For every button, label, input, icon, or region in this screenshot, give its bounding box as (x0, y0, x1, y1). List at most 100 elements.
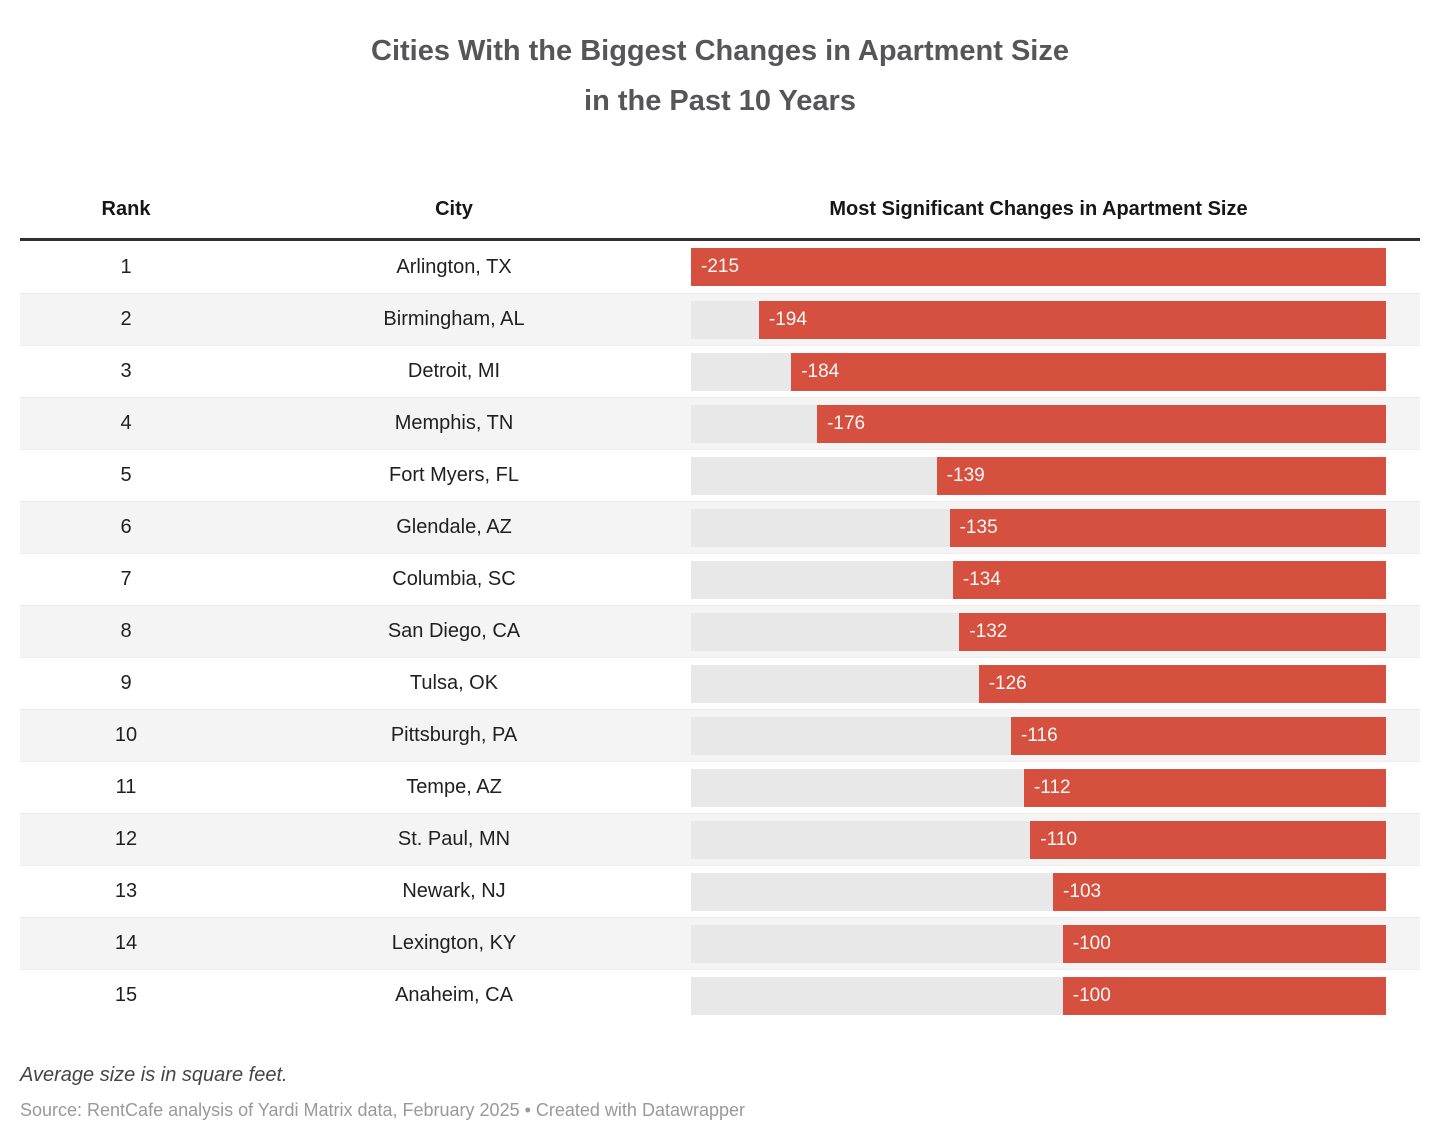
bar: -126 (978, 664, 1386, 703)
rank-cell: 11 (115, 776, 137, 798)
bar-cell: -100 (676, 924, 1420, 963)
table-row: 10 Pittsburgh, PA -116 (20, 709, 1420, 761)
bar-cell: -100 (676, 976, 1420, 1015)
column-header-city: City (435, 198, 473, 220)
bar-track: -112 (691, 768, 1386, 807)
rank-cell: 7 (120, 568, 132, 590)
bar-cell: -116 (676, 716, 1420, 755)
table-body: 1 Arlington, TX -215 2 Birmingham, AL -1… (20, 241, 1420, 1021)
bar: -110 (1030, 820, 1386, 859)
bar-value-label: -134 (962, 568, 1001, 590)
table-row: 11 Tempe, AZ -112 (20, 761, 1420, 813)
bar-cell: -126 (676, 664, 1420, 703)
table-row: 6 Glendale, AZ -135 (20, 501, 1420, 553)
city-cell: Pittsburgh, PA (390, 724, 518, 746)
city-cell: Birmingham, AL (383, 308, 525, 330)
bar: -103 (1053, 872, 1386, 911)
table-row: 15 Anaheim, CA -100 (20, 969, 1420, 1021)
bar: -194 (758, 300, 1386, 339)
bar-track: -194 (691, 300, 1386, 339)
city-cell: Columbia, SC (392, 568, 516, 590)
city-cell: St. Paul, MN (397, 828, 511, 850)
ranking-table: Rank City Most Significant Changes in Ap… (20, 181, 1420, 1021)
bar-cell: -184 (676, 352, 1420, 391)
table-row: 2 Birmingham, AL -194 (20, 293, 1420, 345)
bar-cell: -194 (676, 300, 1420, 339)
bar: -184 (791, 352, 1386, 391)
rank-cell: 4 (120, 412, 132, 434)
city-cell: Detroit, MI (407, 360, 501, 382)
city-cell: Arlington, TX (396, 255, 512, 278)
bar-track: -139 (691, 456, 1386, 495)
bar: -134 (952, 560, 1386, 599)
bar-cell: -135 (676, 508, 1420, 547)
column-header-bar: Most Significant Changes in Apartment Si… (829, 198, 1248, 220)
table-row: 14 Lexington, KY -100 (20, 917, 1420, 969)
table-header-row: Rank City Most Significant Changes in Ap… (20, 181, 1420, 241)
column-header-rank: Rank (101, 198, 151, 220)
bar-track: -132 (691, 612, 1386, 651)
table-row: 1 Arlington, TX -215 (20, 241, 1420, 293)
bar-cell: -134 (676, 560, 1420, 599)
bar-track: -184 (691, 352, 1386, 391)
table-row: 4 Memphis, TN -176 (20, 397, 1420, 449)
rank-cell: 8 (120, 620, 132, 642)
city-cell: Memphis, TN (394, 412, 514, 434)
bar-cell: -139 (676, 456, 1420, 495)
bar-cell: -112 (676, 768, 1420, 807)
bar-track: -110 (691, 820, 1386, 859)
city-cell: Tempe, AZ (406, 776, 502, 798)
bar-value-label: -215 (701, 256, 740, 277)
source-line: Source: RentCafe analysis of Yardi Matri… (20, 1100, 745, 1120)
bar-cell: -132 (676, 612, 1420, 651)
bar-track: -134 (691, 560, 1386, 599)
rank-cell: 12 (114, 828, 138, 850)
bar-track: -126 (691, 664, 1386, 703)
bar: -135 (949, 508, 1386, 547)
bar-value-label: -132 (969, 620, 1008, 642)
chart-footnote: Average size is in square feet. (20, 1064, 288, 1086)
bar-value-label: -110 (1040, 828, 1078, 850)
bar-cell: -215 (676, 248, 1420, 286)
page-title-line1: Cities With the Biggest Changes in Apart… (371, 35, 1069, 67)
bar-value-label: -126 (988, 672, 1027, 694)
city-cell: San Diego, CA (387, 620, 521, 642)
bar-value-label: -112 (1033, 776, 1071, 798)
page-title-line2: in the Past 10 Years (584, 85, 856, 117)
bar-cell: -103 (676, 872, 1420, 911)
rank-cell: 1 (120, 255, 132, 278)
rank-cell: 13 (114, 880, 138, 902)
rank-cell: 2 (120, 308, 132, 330)
bar: -139 (936, 456, 1386, 495)
bar: -176 (817, 404, 1386, 443)
table-row: 7 Columbia, SC -134 (20, 553, 1420, 605)
rank-cell: 15 (114, 984, 138, 1006)
bar-track: -215 (691, 248, 1386, 286)
bar: -215 (691, 248, 1386, 286)
table-row: 9 Tulsa, OK -126 (20, 657, 1420, 709)
bar-track: -116 (691, 716, 1386, 755)
bar-track: -100 (691, 924, 1386, 963)
table-row: 5 Fort Myers, FL -139 (20, 449, 1420, 501)
table-row: 8 San Diego, CA -132 (20, 605, 1420, 657)
table-row: 13 Newark, NJ -103 (20, 865, 1420, 917)
bar-value-label: -103 (1063, 880, 1102, 902)
chart-footer: Average size is in square feet. Source: … (20, 1063, 1420, 1121)
bar-value-label: -135 (959, 516, 998, 538)
bar: -100 (1062, 976, 1386, 1015)
bar-value-label: -116 (1021, 724, 1058, 746)
bar-value-label: -100 (1072, 932, 1111, 954)
bar: -112 (1023, 768, 1386, 807)
bar-cell: -110 (676, 820, 1420, 859)
bar-value-label: -184 (801, 360, 840, 382)
bar-track: -176 (691, 404, 1386, 443)
rank-cell: 9 (120, 672, 132, 694)
city-cell: Tulsa, OK (409, 672, 499, 694)
table-row: 3 Detroit, MI -184 (20, 345, 1420, 397)
bar-value-label: -139 (946, 464, 985, 486)
bar-track: -100 (691, 976, 1386, 1015)
rank-cell: 10 (114, 724, 138, 746)
rank-cell: 6 (120, 516, 132, 538)
bar: -132 (959, 612, 1386, 651)
table-row: 12 St. Paul, MN -110 (20, 813, 1420, 865)
